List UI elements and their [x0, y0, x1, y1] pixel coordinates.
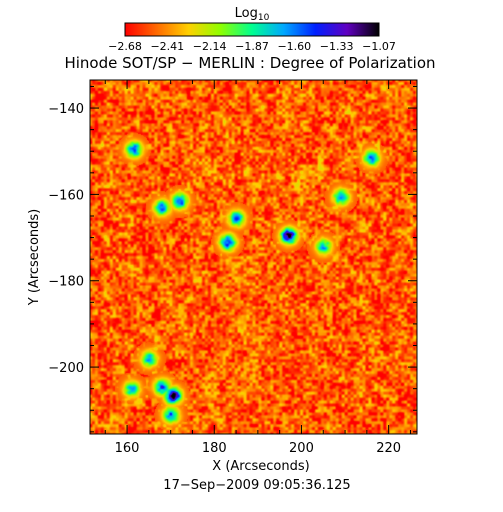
- y-tick-label: −140: [48, 102, 84, 117]
- axis-ticks: 160 180 200 220 −140 −160 −180 −200: [48, 80, 417, 456]
- colorbar-tick-label: −1.87: [235, 40, 269, 53]
- y-tick-label: −200: [48, 361, 84, 376]
- x-tick-label: 220: [376, 441, 401, 456]
- colorbar-tick-label: −1.07: [362, 40, 396, 53]
- x-tick-label: 200: [289, 441, 314, 456]
- chart-title: Hinode SOT/SP − MERLIN : Degree of Polar…: [64, 54, 435, 72]
- plot-frame: [89, 79, 418, 435]
- colorbar-tick-label: −2.14: [193, 40, 227, 53]
- colorbar-title: Log10: [235, 6, 270, 23]
- y-axis-label: Y (Arcseconds): [27, 209, 42, 306]
- y-tick-label: −160: [48, 188, 84, 203]
- colorbar-tick-label: −2.41: [150, 40, 184, 53]
- x-tick-label: 160: [115, 441, 140, 456]
- colorbar-tick-label: −1.60: [277, 40, 311, 53]
- x-tick-label: 180: [202, 441, 227, 456]
- colorbar-tick-label: −1.33: [320, 40, 354, 53]
- colorbar: [124, 22, 380, 37]
- x-axis-label: X (Arcseconds): [212, 459, 309, 474]
- colorbar-tick-label: −2.68: [108, 40, 142, 53]
- timestamp: 17−Sep−2009 09:05:36.125: [163, 478, 350, 493]
- y-tick-label: −180: [48, 275, 84, 290]
- colorbar-ticks: −2.68 −2.41 −2.14 −1.87 −1.60 −1.33 −1.07: [108, 40, 396, 53]
- heatmap-image: [90, 80, 417, 434]
